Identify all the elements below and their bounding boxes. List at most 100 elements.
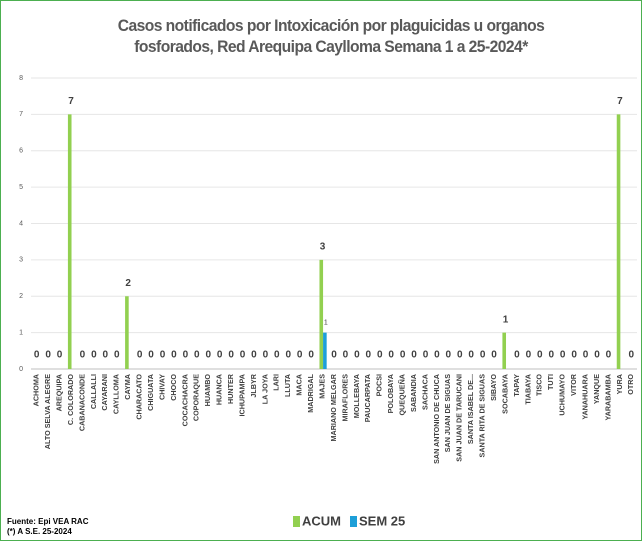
x-tick-label: MOLLEBAYA bbox=[352, 374, 361, 418]
x-tick-label: TUTI bbox=[546, 374, 555, 390]
x-tick-label: SIBAYO bbox=[489, 374, 498, 401]
x-tick-label: OTRO bbox=[626, 374, 635, 395]
y-tick-label: 8 bbox=[19, 75, 23, 82]
x-tick-label: CAYMA bbox=[123, 374, 132, 400]
x-tick-label: YANQUE bbox=[592, 374, 601, 404]
y-tick-label: 7 bbox=[19, 111, 23, 118]
value-label: 0 bbox=[217, 350, 223, 361]
value-label: 0 bbox=[491, 350, 497, 361]
x-tick-label: SABANDIA bbox=[409, 374, 418, 412]
y-tick-label: 3 bbox=[19, 257, 23, 264]
value-label: 0 bbox=[263, 350, 269, 361]
y-tick-label: 5 bbox=[19, 184, 23, 191]
value-label: 0 bbox=[468, 350, 474, 361]
value-label: 0 bbox=[114, 350, 120, 361]
value-label: 0 bbox=[343, 350, 349, 361]
value-label: 0 bbox=[446, 350, 452, 361]
x-tick-label: HUANCA bbox=[215, 374, 224, 405]
x-tick-label: ICHUPAMPA bbox=[237, 374, 246, 416]
legend-label: ACUM bbox=[302, 513, 341, 528]
x-tick-label: SANTA ISABEL DE... bbox=[466, 374, 475, 444]
value-label: 0 bbox=[423, 350, 429, 361]
x-tick-label: TIABAYA bbox=[523, 374, 532, 405]
bar bbox=[616, 114, 621, 369]
value-label: 0 bbox=[377, 350, 383, 361]
x-tick-label: COPORAQUE bbox=[192, 374, 201, 421]
value-label: 0 bbox=[240, 350, 246, 361]
value-label: 0 bbox=[194, 350, 200, 361]
y-tick-label: 1 bbox=[19, 329, 23, 336]
value-label: 0 bbox=[91, 350, 97, 361]
chart-title: Casos notificados por Intoxicación por p… bbox=[117, 16, 545, 56]
value-label: 0 bbox=[137, 350, 143, 361]
x-tick-label: MAJES bbox=[317, 374, 326, 399]
value-label: 0 bbox=[411, 350, 417, 361]
x-tick-label: VITOR bbox=[569, 373, 578, 396]
x-tick-label: HUAMBO bbox=[203, 374, 212, 407]
x-tick-label: CAYARANI bbox=[100, 374, 109, 411]
note: (*) A S.E. 25-2024 bbox=[7, 527, 72, 536]
y-tick-label: 0 bbox=[19, 366, 23, 373]
y-tick-label: 6 bbox=[19, 148, 23, 155]
x-tick-label: MADRIGAL bbox=[306, 373, 315, 412]
x-tick-label: CHOCO bbox=[169, 374, 178, 401]
y-tick-label: 2 bbox=[19, 293, 23, 300]
x-tick-label: JLBYR bbox=[249, 373, 258, 397]
x-tick-label: CABANACONDE bbox=[77, 374, 86, 431]
x-tick-label: YURA bbox=[615, 374, 624, 394]
value-label: 0 bbox=[629, 350, 635, 361]
x-tick-label: C. COLORADO bbox=[66, 374, 75, 426]
x-tick-label: SACHACA bbox=[420, 374, 429, 410]
value-label: 0 bbox=[388, 350, 394, 361]
x-tick-label: SAN JUAN DE TARUCANI bbox=[455, 374, 464, 462]
legend-label: SEM 25 bbox=[359, 513, 405, 528]
x-tick-label: LA JOYA bbox=[260, 374, 269, 404]
value-label: 0 bbox=[331, 350, 337, 361]
legend-swatch bbox=[350, 516, 357, 527]
value-label: 0 bbox=[160, 350, 166, 361]
value-label: 0 bbox=[400, 350, 406, 361]
value-label: 0 bbox=[560, 350, 566, 361]
value-label: 0 bbox=[434, 350, 440, 361]
value-label: 0 bbox=[57, 350, 63, 361]
x-tick-label: PAUCARPATA bbox=[363, 374, 372, 422]
x-tick-label: TAPAY bbox=[512, 374, 521, 397]
x-tick-label: MARIANO MELGAR bbox=[329, 373, 338, 441]
x-tick-label: SOCABAYA bbox=[500, 374, 509, 414]
value-label: 0 bbox=[571, 350, 577, 361]
x-tick-label: YANAHUARA bbox=[580, 374, 589, 420]
x-tick-label: SAN ANTONIO DE CHUCA bbox=[432, 374, 441, 464]
value-label: 1 bbox=[324, 319, 328, 326]
x-tick-label: POLOBAYA bbox=[386, 374, 395, 413]
value-label: 0 bbox=[103, 350, 109, 361]
value-label: 0 bbox=[45, 350, 51, 361]
source: Fuente: Epi VEA RAC bbox=[7, 517, 89, 526]
value-label: 0 bbox=[537, 350, 543, 361]
x-tick-label: CHIVAY bbox=[157, 374, 166, 400]
x-tick-label: CAYLLOMA bbox=[112, 374, 121, 414]
x-tick-label: CHIGUATA bbox=[146, 374, 155, 411]
value-label: 7 bbox=[68, 96, 74, 107]
bar bbox=[502, 332, 507, 369]
x-tick-label: LLUTA bbox=[283, 374, 292, 397]
x-tick-label: YARABAMBA bbox=[603, 374, 612, 420]
x-tick-label: ACHOMA bbox=[32, 374, 41, 406]
x-tick-label: LARI bbox=[272, 374, 281, 391]
x-tick-label: SANTA RITA DE SIGUAS bbox=[478, 374, 487, 458]
value-label: 0 bbox=[606, 350, 612, 361]
bar bbox=[323, 332, 327, 369]
value-label: 0 bbox=[583, 350, 589, 361]
x-tick-label: MIRAFLORES bbox=[340, 374, 349, 422]
legend-swatch bbox=[293, 516, 300, 527]
x-tick-label: SAN JUAN DE SIGUAS bbox=[443, 374, 452, 452]
value-label: 2 bbox=[125, 278, 131, 289]
x-tick-label: HUNTER bbox=[226, 373, 235, 404]
value-label: 0 bbox=[354, 350, 360, 361]
value-label: 0 bbox=[514, 350, 520, 361]
x-tick-label: UCHUMAYO bbox=[558, 374, 567, 416]
value-label: 0 bbox=[183, 350, 189, 361]
value-label: 0 bbox=[594, 350, 600, 361]
value-label: 0 bbox=[457, 350, 463, 361]
value-label: 0 bbox=[205, 350, 211, 361]
